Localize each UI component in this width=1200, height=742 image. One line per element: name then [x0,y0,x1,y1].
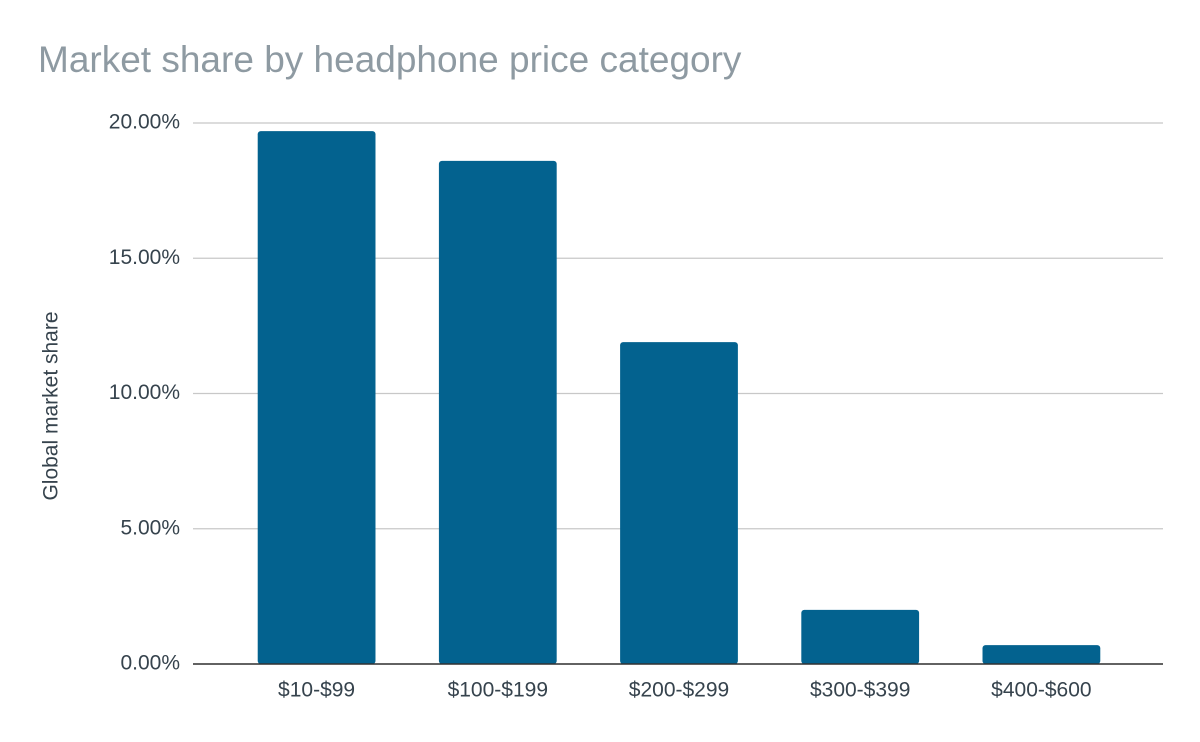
y-tick-label: 0.00% [120,652,180,675]
y-tick-label: 5.00% [120,516,180,539]
chart-title: Market share by headphone price category [38,39,742,80]
y-tick-label: 15.00% [109,246,180,269]
bar [982,645,1101,664]
x-tick-label: $10-$99 [278,679,355,702]
x-tick-label: $200-$299 [629,679,729,702]
x-tick-label: $300-$399 [810,679,910,702]
y-axis-label: Global market share [40,311,63,500]
bar [801,609,920,664]
bar [620,342,738,664]
x-tick-label: $400-$600 [991,679,1091,702]
bar [438,160,557,664]
y-tick-label: 10.00% [109,381,180,404]
bar [257,131,376,665]
y-tick-label: 20.00% [109,111,180,134]
x-tick-label: $100-$199 [448,679,548,702]
